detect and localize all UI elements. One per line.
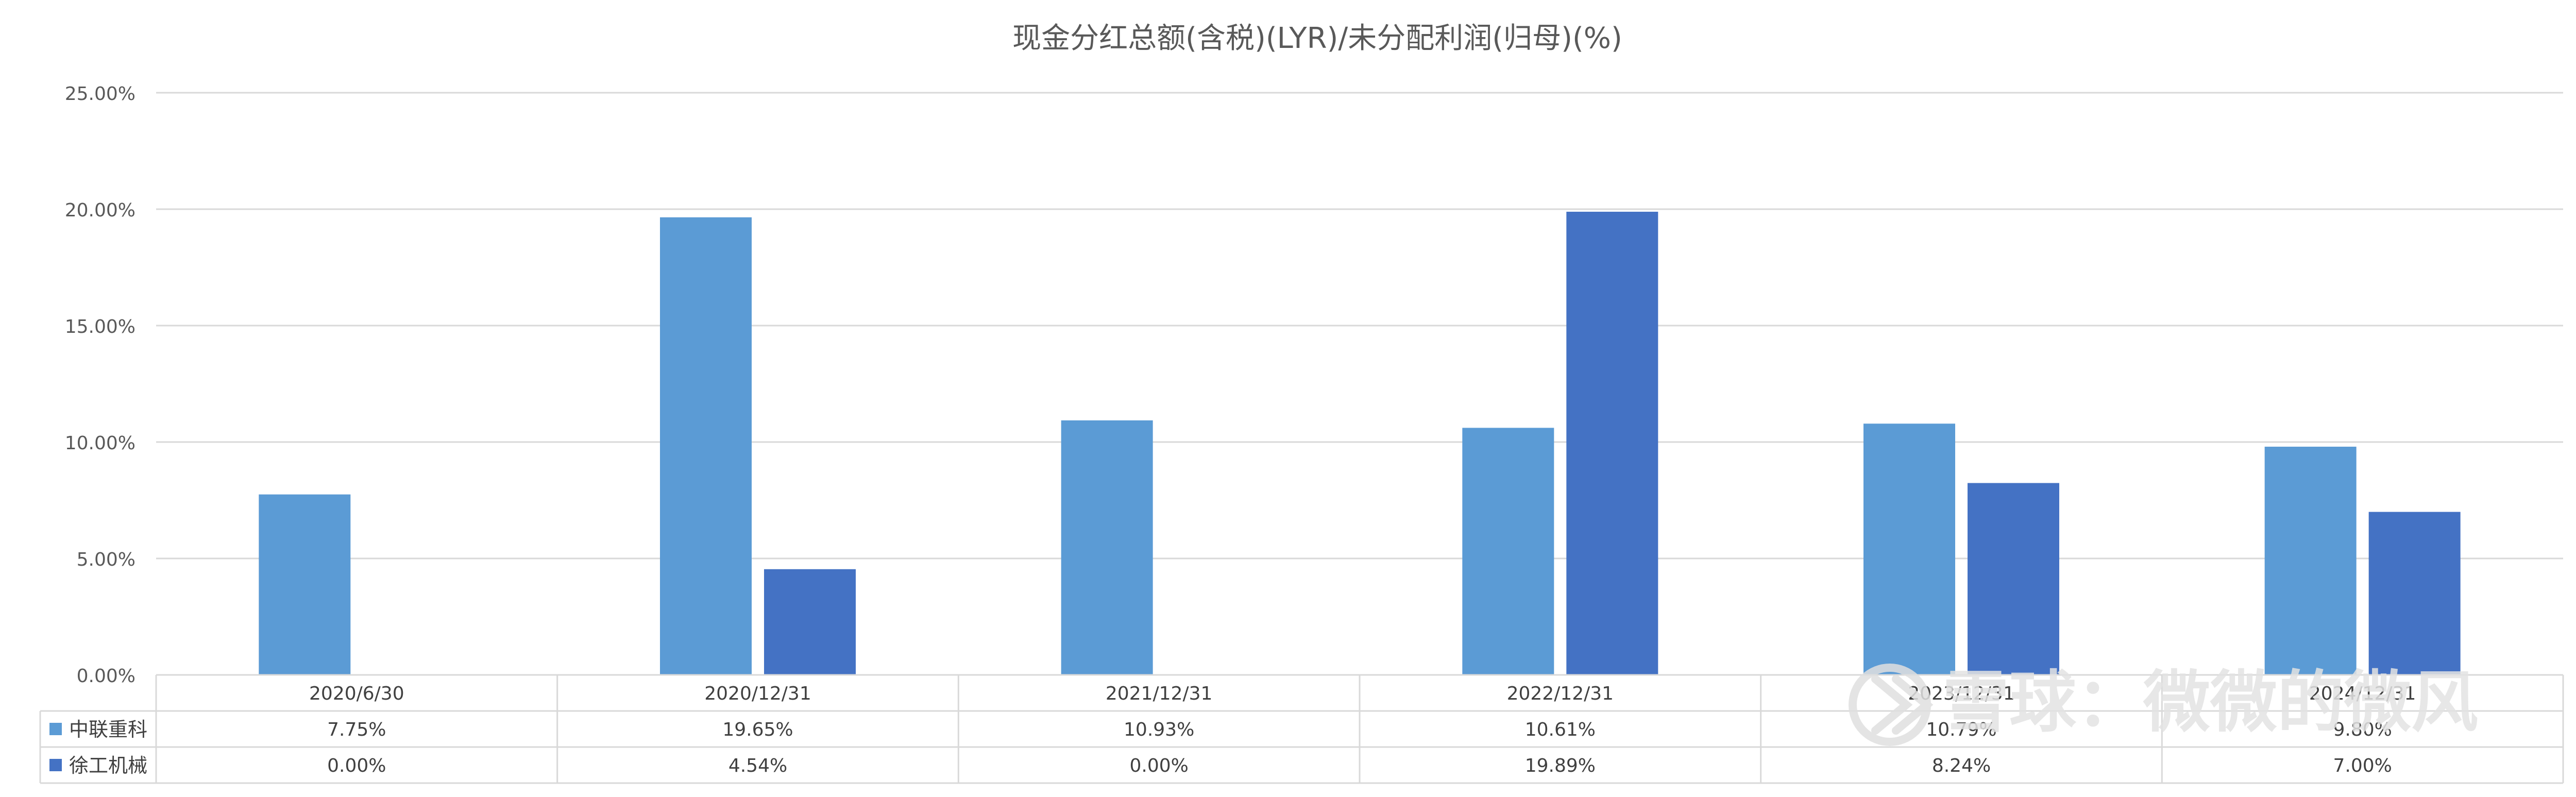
bar-series1 [2264, 447, 2357, 675]
data-table: 2020/6/30 2020/12/31 2021/12/31 2022/12/31 2… [39, 674, 2564, 784]
legend-swatch [49, 723, 62, 735]
data-label: 0.00% [1129, 755, 1188, 776]
data-label: 4.54% [728, 755, 787, 776]
chart-title: 现金分红总额(含税)(LYR)/未分配利润(归母)(%) [1012, 22, 1622, 55]
watermark: 雪球：微微的微风 [1849, 663, 2478, 746]
x-tick-label: 2020/12/31 [704, 683, 811, 704]
legend-label: 中联重科 [69, 718, 147, 741]
data-label: 19.65% [722, 719, 793, 740]
bar-series2 [2368, 512, 2461, 675]
x-tick-label: 2024/12/31 [2309, 683, 2416, 704]
data-label: 9.80% [2333, 719, 2392, 740]
data-label: 0.00% [327, 755, 386, 776]
y-tick-label: 10.00% [65, 433, 135, 454]
y-tick-label: 25.00% [65, 83, 135, 105]
bar-series2 [1566, 211, 1658, 675]
x-tick-label: 2020/6/30 [309, 683, 404, 704]
legend-label: 徐工机械 [69, 754, 147, 777]
y-axis-ticks: 0.00% 5.00% 10.00% 15.00% 20.00% 25.00% [65, 83, 135, 687]
bars [259, 211, 2461, 675]
y-tick-label: 5.00% [77, 549, 135, 570]
watermark-text: 雪球：微微的微风 [1942, 663, 2478, 741]
x-tick-label: 2022/12/31 [1507, 683, 1614, 704]
x-tick-label: 2021/12/31 [1106, 683, 1213, 704]
bar-series2 [764, 569, 856, 675]
y-tick-label: 20.00% [65, 200, 135, 221]
bar-series1 [259, 494, 351, 675]
bar-series1 [1462, 428, 1554, 675]
bar-series1 [660, 217, 752, 675]
bar-series2 [1968, 483, 2059, 675]
data-label: 10.79% [1926, 719, 1996, 740]
data-label: 7.00% [2333, 755, 2392, 776]
data-label: 8.24% [1932, 755, 1991, 776]
legend-swatch [49, 759, 62, 771]
data-label: 19.89% [1525, 755, 1596, 776]
bar-series1 [1863, 423, 1955, 675]
data-label: 7.75% [327, 719, 386, 740]
y-tick-label: 0.00% [77, 666, 135, 687]
data-label: 10.61% [1525, 719, 1596, 740]
watermark-logo-mark [1871, 675, 1934, 735]
y-tick-label: 15.00% [65, 316, 135, 337]
data-label: 10.93% [1124, 719, 1194, 740]
bar-series1 [1061, 420, 1153, 675]
